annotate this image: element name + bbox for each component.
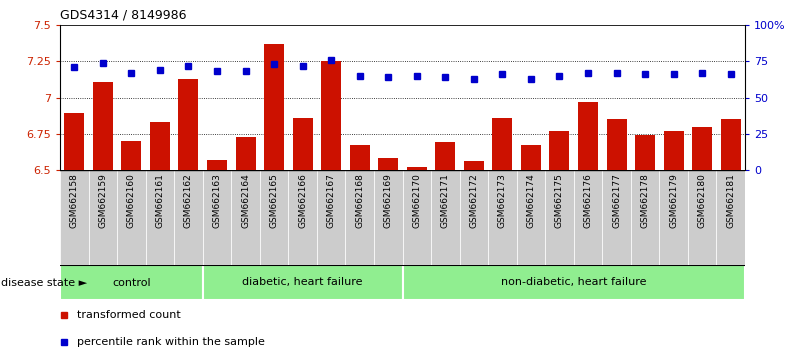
Bar bbox=[578, 102, 598, 170]
Bar bbox=[663, 131, 683, 170]
Text: GSM662174: GSM662174 bbox=[526, 173, 535, 228]
Bar bbox=[146, 170, 175, 265]
Text: non-diabetic, heart failure: non-diabetic, heart failure bbox=[501, 278, 646, 287]
Text: GSM662168: GSM662168 bbox=[355, 173, 364, 228]
Text: GSM662169: GSM662169 bbox=[384, 173, 392, 228]
Bar bbox=[288, 170, 317, 265]
Bar bbox=[493, 118, 513, 170]
Text: GSM662171: GSM662171 bbox=[441, 173, 450, 228]
Text: GSM662180: GSM662180 bbox=[698, 173, 706, 228]
Bar bbox=[716, 170, 745, 265]
Bar bbox=[631, 170, 659, 265]
Text: GSM662165: GSM662165 bbox=[270, 173, 279, 228]
Bar bbox=[231, 170, 260, 265]
Text: GSM662170: GSM662170 bbox=[413, 173, 421, 228]
Bar bbox=[203, 170, 231, 265]
Text: GSM662175: GSM662175 bbox=[555, 173, 564, 228]
Text: control: control bbox=[112, 278, 151, 287]
Bar bbox=[64, 113, 84, 170]
Bar bbox=[635, 135, 655, 170]
Bar bbox=[317, 170, 345, 265]
Text: GSM662158: GSM662158 bbox=[70, 173, 78, 228]
Bar bbox=[602, 170, 631, 265]
Bar bbox=[179, 79, 199, 170]
Bar bbox=[435, 142, 455, 170]
Bar bbox=[464, 161, 484, 170]
Text: disease state ►: disease state ► bbox=[1, 278, 87, 287]
Text: GSM662176: GSM662176 bbox=[583, 173, 593, 228]
Text: GSM662159: GSM662159 bbox=[99, 173, 107, 228]
Bar bbox=[688, 170, 716, 265]
Text: GSM662163: GSM662163 bbox=[212, 173, 222, 228]
Text: GSM662164: GSM662164 bbox=[241, 173, 250, 228]
Bar bbox=[60, 170, 89, 265]
Text: percentile rank within the sample: percentile rank within the sample bbox=[77, 337, 264, 347]
Text: GSM662177: GSM662177 bbox=[612, 173, 621, 228]
Bar bbox=[374, 170, 402, 265]
Text: transformed count: transformed count bbox=[77, 310, 180, 320]
Bar bbox=[174, 170, 203, 265]
Bar bbox=[350, 145, 370, 170]
Bar bbox=[606, 119, 626, 170]
Bar bbox=[574, 170, 602, 265]
Bar bbox=[150, 122, 170, 170]
Bar bbox=[292, 118, 312, 170]
Bar bbox=[692, 126, 712, 170]
Bar bbox=[659, 170, 688, 265]
Bar bbox=[122, 141, 142, 170]
Bar bbox=[321, 61, 341, 170]
Text: GSM662167: GSM662167 bbox=[327, 173, 336, 228]
Bar bbox=[488, 170, 517, 265]
Bar bbox=[517, 170, 545, 265]
Text: GSM662179: GSM662179 bbox=[669, 173, 678, 228]
Bar bbox=[545, 170, 574, 265]
Bar bbox=[203, 265, 403, 300]
Text: GDS4314 / 8149986: GDS4314 / 8149986 bbox=[60, 8, 187, 22]
Text: GSM662161: GSM662161 bbox=[155, 173, 164, 228]
Text: GSM662160: GSM662160 bbox=[127, 173, 136, 228]
Bar bbox=[93, 81, 113, 170]
Bar bbox=[264, 44, 284, 170]
Bar bbox=[431, 170, 460, 265]
Text: diabetic, heart failure: diabetic, heart failure bbox=[243, 278, 363, 287]
Bar bbox=[207, 160, 227, 170]
Bar bbox=[521, 145, 541, 170]
Text: GSM662166: GSM662166 bbox=[298, 173, 307, 228]
Text: GSM662172: GSM662172 bbox=[469, 173, 478, 228]
Text: GSM662162: GSM662162 bbox=[184, 173, 193, 228]
Text: GSM662181: GSM662181 bbox=[727, 173, 735, 228]
Bar bbox=[407, 167, 427, 170]
Bar bbox=[260, 170, 288, 265]
Bar bbox=[549, 131, 570, 170]
Bar bbox=[403, 170, 431, 265]
Bar bbox=[89, 170, 117, 265]
Bar bbox=[345, 170, 374, 265]
Bar bbox=[60, 265, 203, 300]
Text: GSM662173: GSM662173 bbox=[498, 173, 507, 228]
Bar bbox=[378, 158, 398, 170]
Bar bbox=[235, 137, 256, 170]
Bar bbox=[460, 170, 488, 265]
Bar bbox=[403, 265, 745, 300]
Text: GSM662178: GSM662178 bbox=[641, 173, 650, 228]
Bar bbox=[721, 119, 741, 170]
Bar bbox=[117, 170, 146, 265]
